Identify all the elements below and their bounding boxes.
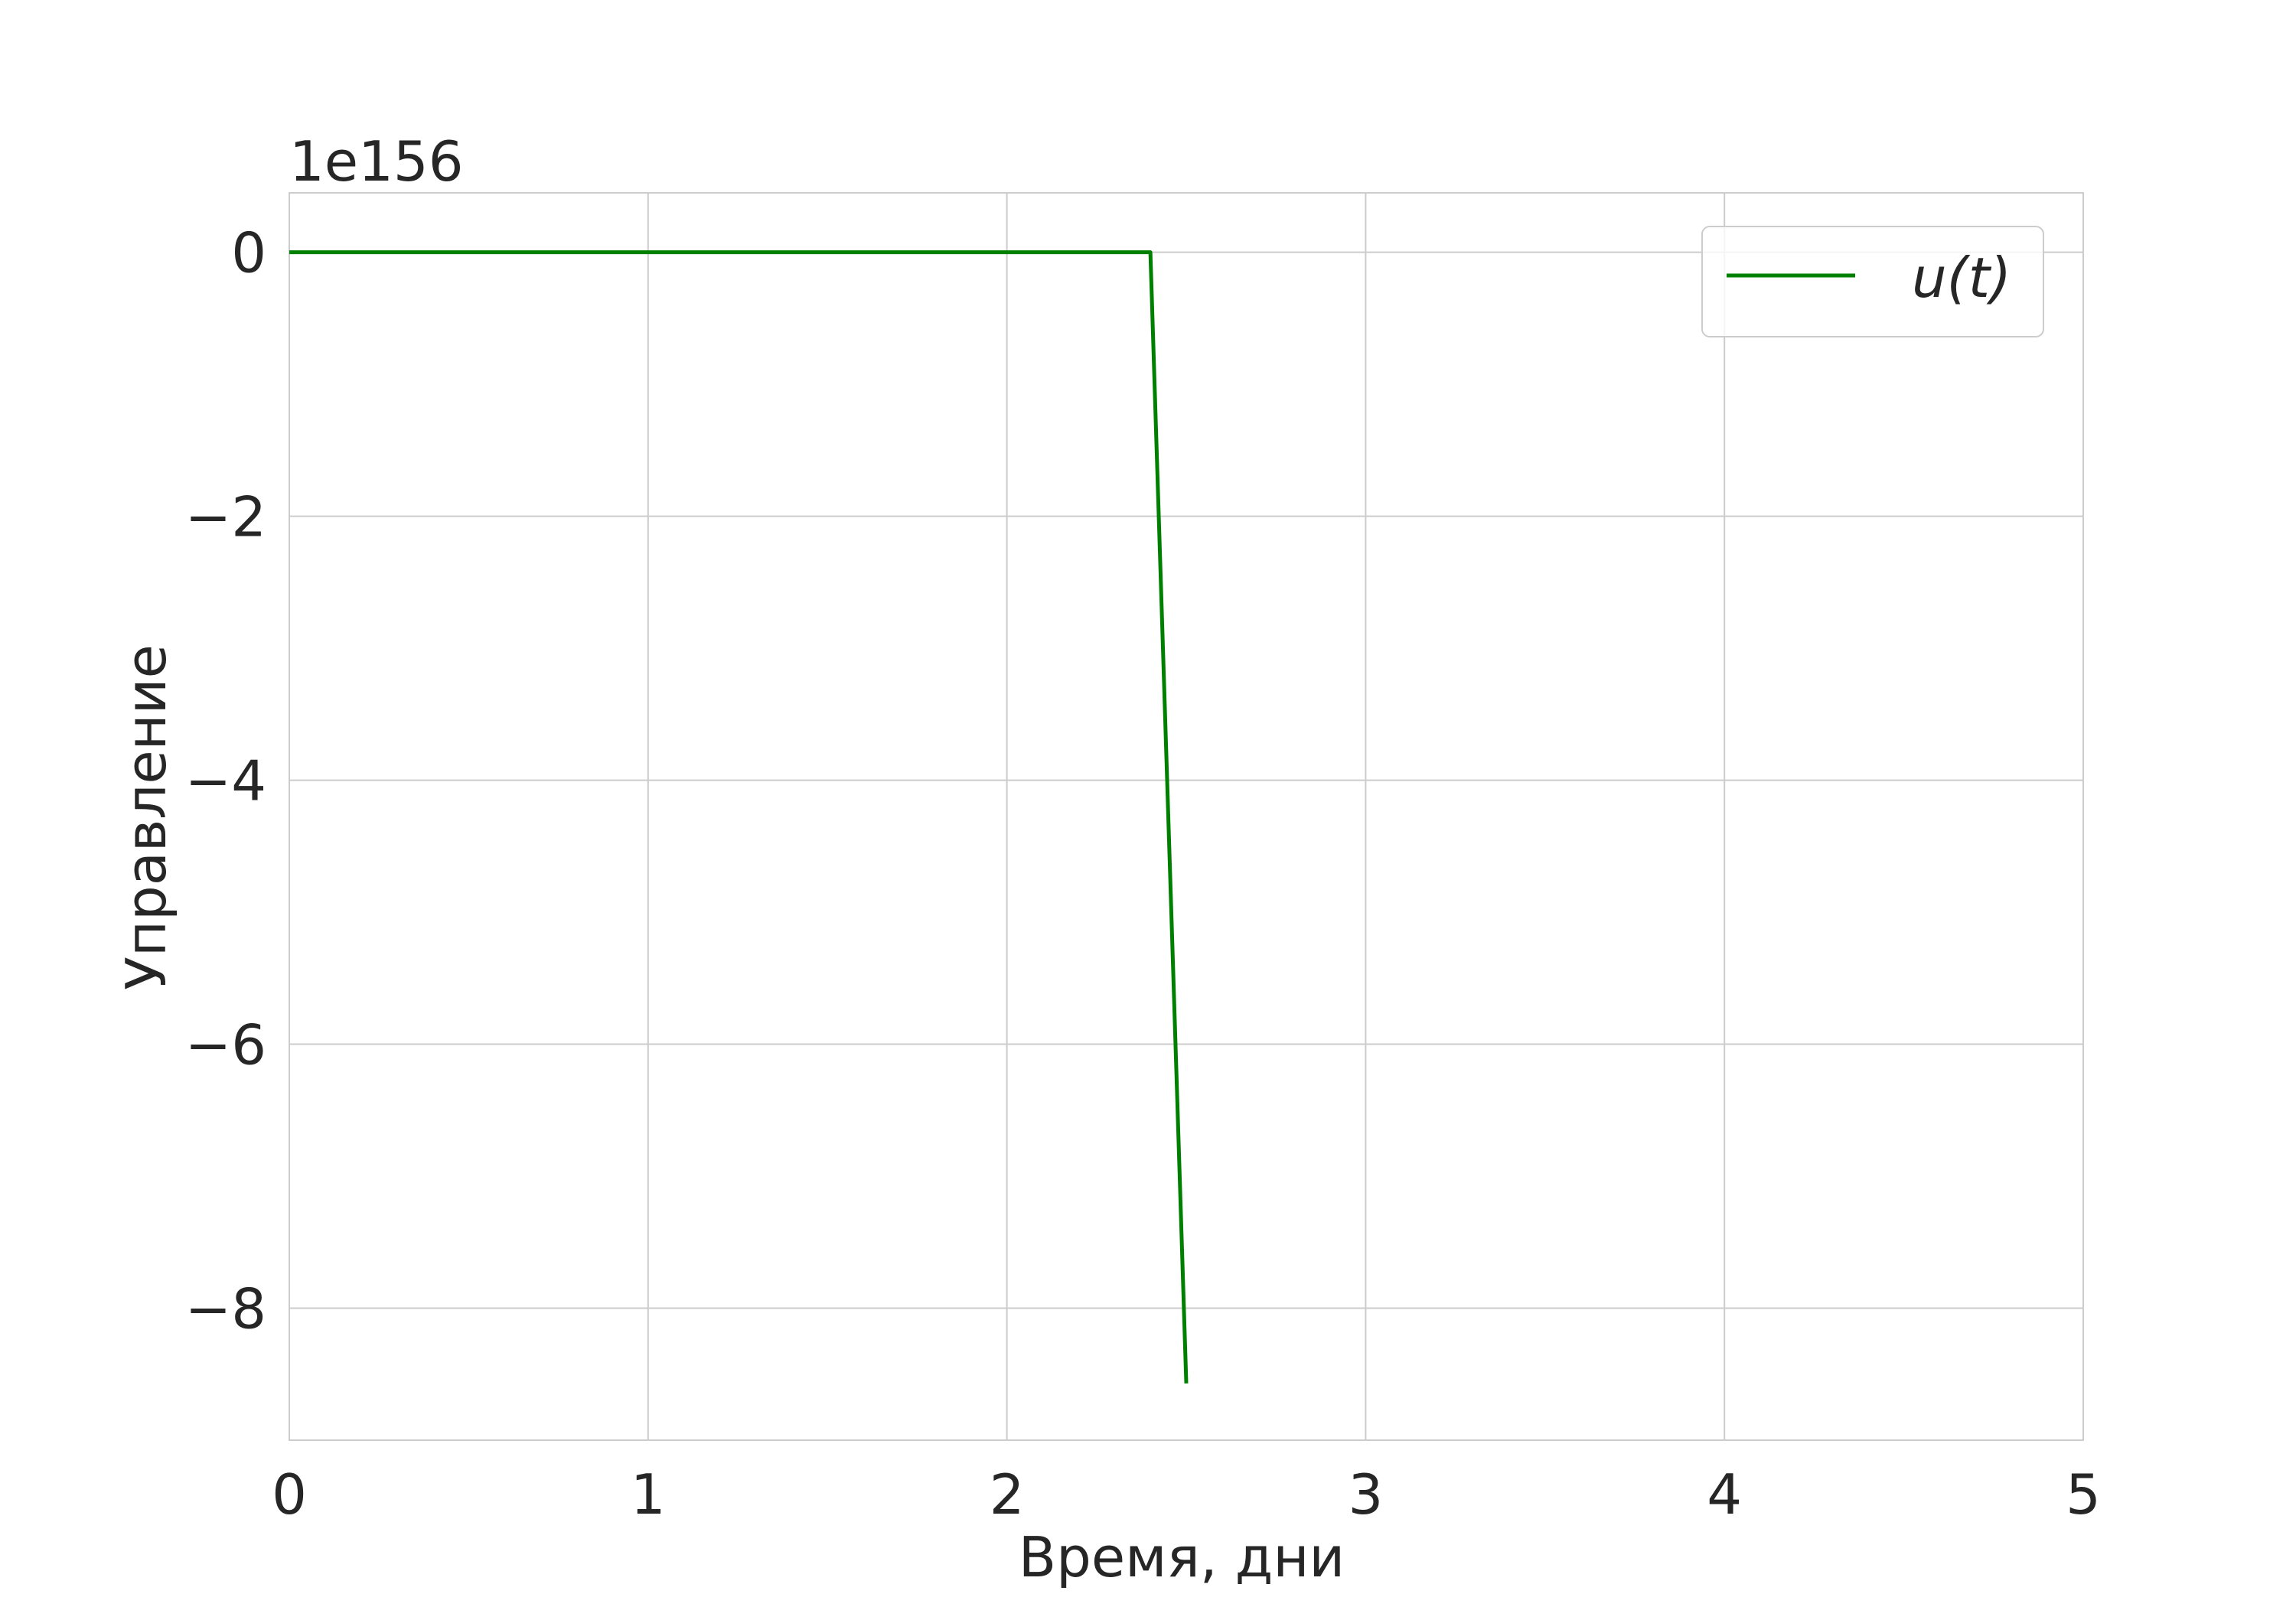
y-axis-ticks: 0 −2 −4 −6 −8 — [185, 221, 266, 1341]
x-axis-label: Время, дни — [1019, 1525, 1345, 1589]
y-axis-label: Управление — [114, 644, 178, 990]
x-tick-label: 0 — [272, 1462, 307, 1527]
x-tick-label: 2 — [990, 1462, 1025, 1527]
y-tick-label: −4 — [185, 749, 266, 813]
x-tick-label: 5 — [2066, 1462, 2101, 1527]
grid — [289, 193, 2084, 1440]
y-tick-label: −8 — [185, 1277, 266, 1341]
x-tick-label: 4 — [1707, 1462, 1742, 1527]
legend-box — [1701, 226, 2044, 337]
y-axis-offset-label: 1e156 — [289, 129, 464, 194]
y-tick-label: −2 — [185, 485, 266, 549]
legend-label-u: u(t) — [1912, 246, 2011, 310]
series-layer — [289, 250, 1189, 1384]
x-axis-ticks: 0 1 2 3 4 5 — [272, 1462, 2101, 1527]
legend: u(t) — [1701, 226, 2044, 337]
y-tick-label: −6 — [185, 1013, 266, 1077]
x-tick-label: 1 — [631, 1462, 666, 1527]
series-line-0 — [289, 250, 1189, 1384]
y-tick-label: 0 — [231, 221, 266, 285]
plot-area-frame — [289, 192, 2084, 1441]
x-tick-label: 3 — [1348, 1462, 1383, 1527]
